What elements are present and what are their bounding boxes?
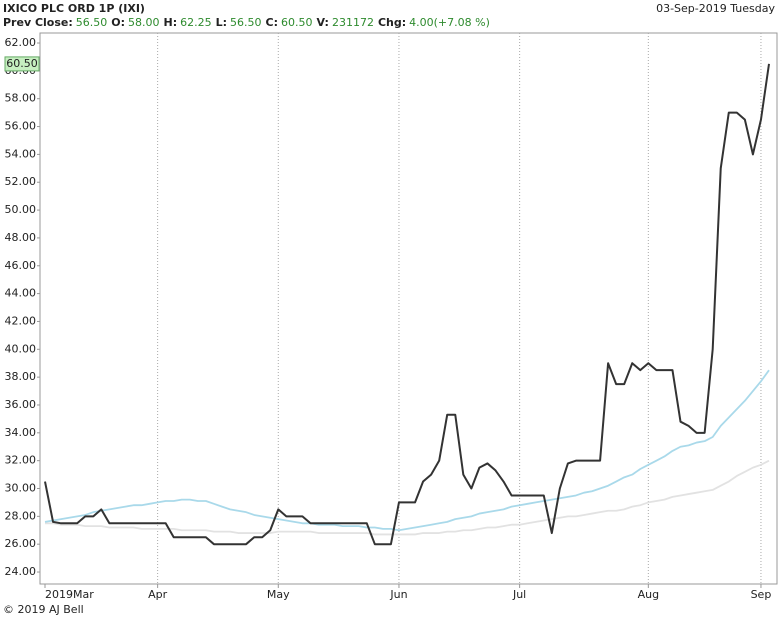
y-tick-label: 46.00 bbox=[5, 259, 37, 272]
y-tick-label: 56.00 bbox=[5, 120, 37, 133]
price-line bbox=[44, 63, 770, 546]
quote-label: V: bbox=[317, 16, 329, 29]
y-tick-label: 52.00 bbox=[5, 175, 37, 188]
quote-value: 56.50 bbox=[76, 16, 108, 29]
y-tick-label: 42.00 bbox=[5, 314, 37, 327]
quote-value: 4.00(+7.08 %) bbox=[409, 16, 490, 29]
chart-title: IXICO PLC ORD 1P (IXI) bbox=[3, 2, 145, 15]
y-tick-label: 58.00 bbox=[5, 92, 37, 105]
y-tick-label: 24.00 bbox=[5, 565, 37, 578]
x-tick-label: Jul bbox=[512, 588, 526, 601]
quote-label: C: bbox=[266, 16, 278, 29]
x-tick-label: Aug bbox=[638, 588, 659, 601]
y-tick-label: 62.00 bbox=[5, 36, 37, 49]
quote-value: 231172 bbox=[332, 16, 374, 29]
y-tick-label: 38.00 bbox=[5, 370, 37, 383]
y-tick-label: 34.00 bbox=[5, 426, 37, 439]
quote-label: Prev Close: bbox=[3, 16, 73, 29]
x-tick-label: Apr bbox=[148, 588, 168, 601]
x-tick-label: 2019Mar bbox=[45, 588, 94, 601]
last-price-box bbox=[4, 56, 40, 72]
y-tick-label: 44.00 bbox=[5, 287, 37, 300]
plot-frame bbox=[39, 32, 778, 585]
y-tick-label: 50.00 bbox=[5, 203, 37, 216]
y-tick-label: 36.00 bbox=[5, 398, 37, 411]
quote-value: 62.25 bbox=[180, 16, 212, 29]
y-tick-label: 32.00 bbox=[5, 454, 37, 467]
last-price-label: 60.50 bbox=[6, 57, 38, 70]
y-tick-label: 30.00 bbox=[5, 482, 37, 495]
x-tick-label: May bbox=[267, 588, 290, 601]
quote-value: 60.50 bbox=[281, 16, 313, 29]
quote-value: 56.50 bbox=[230, 16, 262, 29]
y-tick-label: 28.00 bbox=[5, 509, 37, 522]
quote-value: 58.00 bbox=[128, 16, 160, 29]
quote-label: L: bbox=[216, 16, 227, 29]
copyright: © 2019 AJ Bell bbox=[3, 603, 84, 616]
chart-date: 03-Sep-2019 Tuesday bbox=[656, 2, 775, 15]
y-tick-label: 54.00 bbox=[5, 147, 37, 160]
quote-line: Prev Close: 56.50 O: 58.00 H: 62.25 L: 56.50 C: 6… bbox=[3, 16, 490, 29]
quote-label: H: bbox=[164, 16, 178, 29]
price-line bbox=[44, 369, 770, 532]
y-tick-label: 40.00 bbox=[5, 342, 37, 355]
quote-label: O: bbox=[111, 16, 125, 29]
price-line bbox=[45, 459, 770, 536]
y-tick-label: 26.00 bbox=[5, 537, 37, 550]
x-tick-label: Sep bbox=[751, 588, 772, 601]
x-tick-label: Jun bbox=[389, 588, 407, 601]
y-tick-label: 48.00 bbox=[5, 231, 37, 244]
quote-label: Chg: bbox=[378, 16, 406, 29]
